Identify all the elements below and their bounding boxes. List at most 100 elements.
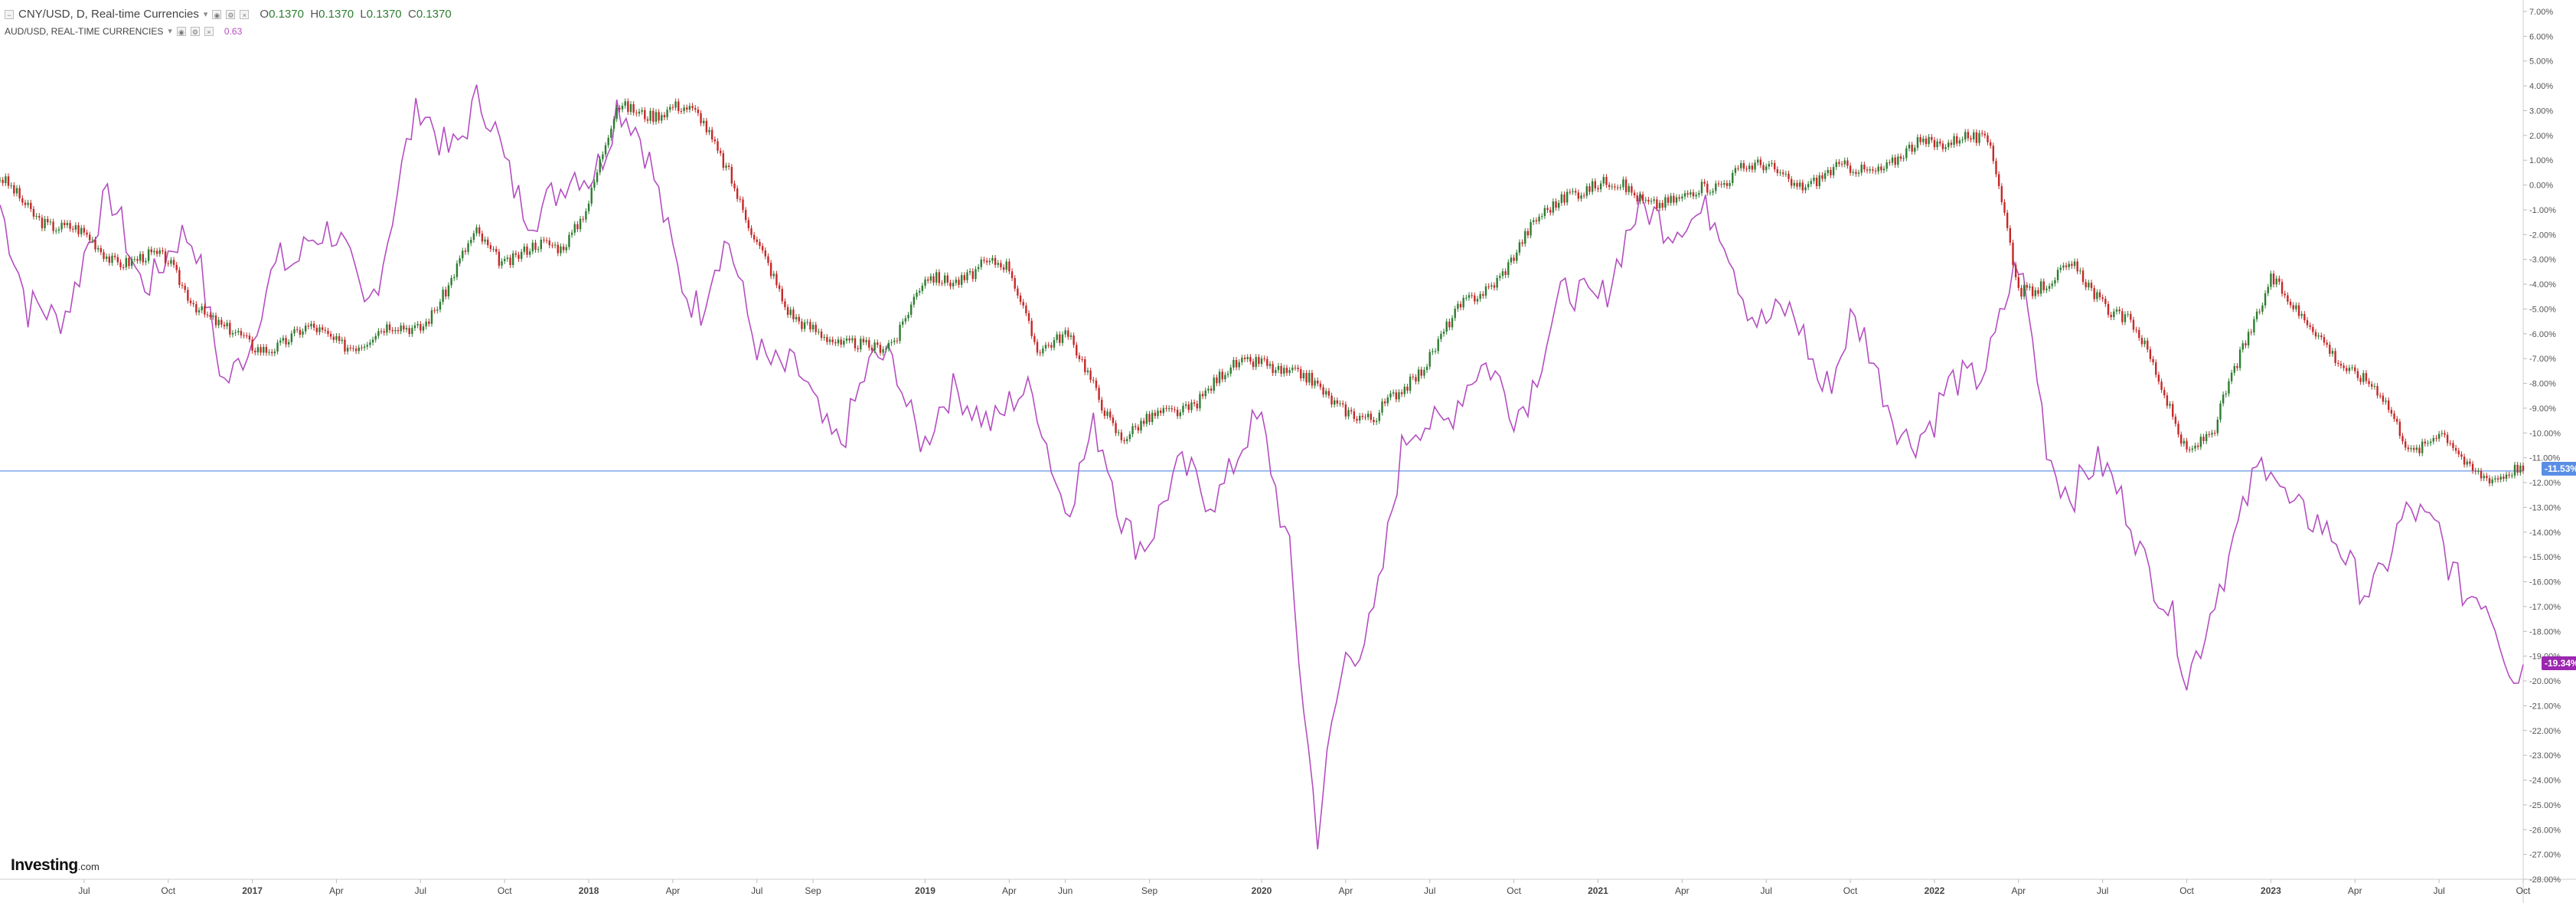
candle-body: [1897, 156, 1899, 165]
candle-body: [1779, 172, 1781, 174]
candle-body: [2026, 285, 2028, 288]
candle-body: [133, 259, 135, 260]
candle-body: [2480, 470, 2483, 479]
candle-body: [1521, 242, 1523, 244]
candle-body: [1732, 172, 1734, 184]
candle-body: [1956, 136, 1958, 144]
chart-legend: − CNY/USD, D, Real-time Currencies ▾ ◉ ⚙…: [5, 8, 452, 38]
eye-icon[interactable]: ◉: [176, 27, 186, 36]
candle-body: [1980, 133, 1983, 134]
candle-body: [1398, 392, 1400, 400]
candle-body: [1504, 271, 1507, 275]
candle-body: [2435, 437, 2437, 439]
chevron-down-icon[interactable]: ▾: [203, 10, 208, 19]
candle-body: [1647, 199, 1650, 202]
candle-body: [2003, 201, 2006, 213]
candle-body: [932, 276, 935, 283]
candle-body: [1490, 285, 1493, 287]
candle-body: [1588, 186, 1591, 192]
y-tick-label: -25.00%: [2529, 801, 2561, 810]
candle-body: [1866, 169, 1869, 171]
eye-icon[interactable]: ◉: [212, 10, 222, 19]
candle-body: [237, 331, 240, 332]
candle-body: [1165, 407, 1167, 409]
candle-body: [2031, 286, 2034, 296]
close-icon[interactable]: ×: [240, 10, 250, 19]
y-tick-label: -20.00%: [2529, 677, 2561, 686]
candle-body: [2039, 281, 2042, 294]
candle-body: [158, 250, 161, 254]
candle-body: [2155, 362, 2157, 375]
candle-body: [652, 110, 655, 122]
candle-body: [455, 263, 459, 277]
candle-body: [1877, 166, 1879, 172]
candle-body: [1941, 143, 1944, 149]
candle-body: [935, 272, 938, 283]
candle-body: [2006, 212, 2009, 228]
candle-body: [1961, 139, 1964, 141]
y-tick-label: -27.00%: [2529, 851, 2561, 860]
x-tick-label: Apr: [1339, 885, 1353, 896]
y-tick-label: -13.00%: [2529, 503, 2561, 512]
candle-body: [198, 310, 201, 312]
candle-body: [854, 338, 857, 348]
y-tick-label: -1.00%: [2529, 206, 2556, 215]
candle-body: [2121, 311, 2124, 322]
candle-body: [848, 338, 851, 341]
candle-body: [1830, 169, 1832, 175]
candle-body: [487, 239, 489, 246]
candle-body: [1594, 181, 1597, 188]
candle-body: [2300, 313, 2303, 316]
candle-body: [1611, 186, 1613, 188]
candle-body: [74, 225, 77, 230]
candle-body: [1425, 366, 1428, 370]
candle-body: [2180, 434, 2183, 444]
settings-icon[interactable]: ⚙: [226, 10, 236, 19]
candle-body: [958, 280, 960, 285]
candle-body: [2247, 332, 2250, 345]
settings-icon[interactable]: ⚙: [190, 27, 200, 36]
x-tick-label: 2023: [2261, 885, 2281, 896]
candle-body: [1624, 179, 1628, 192]
collapse-icon[interactable]: −: [5, 10, 14, 19]
candle-body: [1622, 179, 1624, 188]
candle-body: [1199, 394, 1201, 409]
candle-body: [1908, 144, 1911, 149]
candle-body: [363, 346, 366, 348]
candle-body: [1174, 409, 1176, 411]
candle-body: [1978, 133, 1980, 143]
candle-body: [1840, 164, 1843, 165]
candle-body: [840, 339, 842, 345]
candle-body: [312, 323, 315, 328]
candle-body: [1546, 208, 1549, 211]
candle-body: [209, 315, 211, 317]
main-series-title: CNY/USD, D, Real-time Currencies: [18, 8, 199, 21]
candle-body: [960, 275, 963, 285]
chevron-down-icon[interactable]: ▾: [168, 27, 172, 36]
candle-body: [1053, 339, 1056, 348]
candle-body: [1846, 160, 1849, 166]
candle-body: [2253, 319, 2255, 333]
candle-body: [2088, 283, 2090, 288]
candle-body: [1636, 195, 1638, 202]
candle-body: [223, 324, 226, 327]
candle-body: [644, 110, 646, 119]
candle-body: [484, 239, 486, 242]
candle-body: [145, 260, 147, 263]
candle-body: [2241, 343, 2244, 350]
candle-body: [1162, 407, 1165, 414]
candle-body: [2491, 479, 2493, 484]
x-tick-label: 2019: [915, 885, 935, 896]
candle-body: [1813, 177, 1815, 182]
ohlc-high-label: H: [310, 8, 319, 21]
candle-body: [658, 112, 660, 121]
candle-body: [2096, 292, 2098, 299]
candle-body: [988, 260, 991, 263]
candle-body: [2110, 314, 2112, 318]
candle-body: [192, 303, 194, 305]
close-icon[interactable]: ×: [204, 27, 214, 36]
candle-body: [1000, 263, 1002, 267]
candle-body: [772, 273, 775, 276]
candle-body: [265, 346, 268, 353]
y-tick-label: 7.00%: [2529, 8, 2553, 17]
